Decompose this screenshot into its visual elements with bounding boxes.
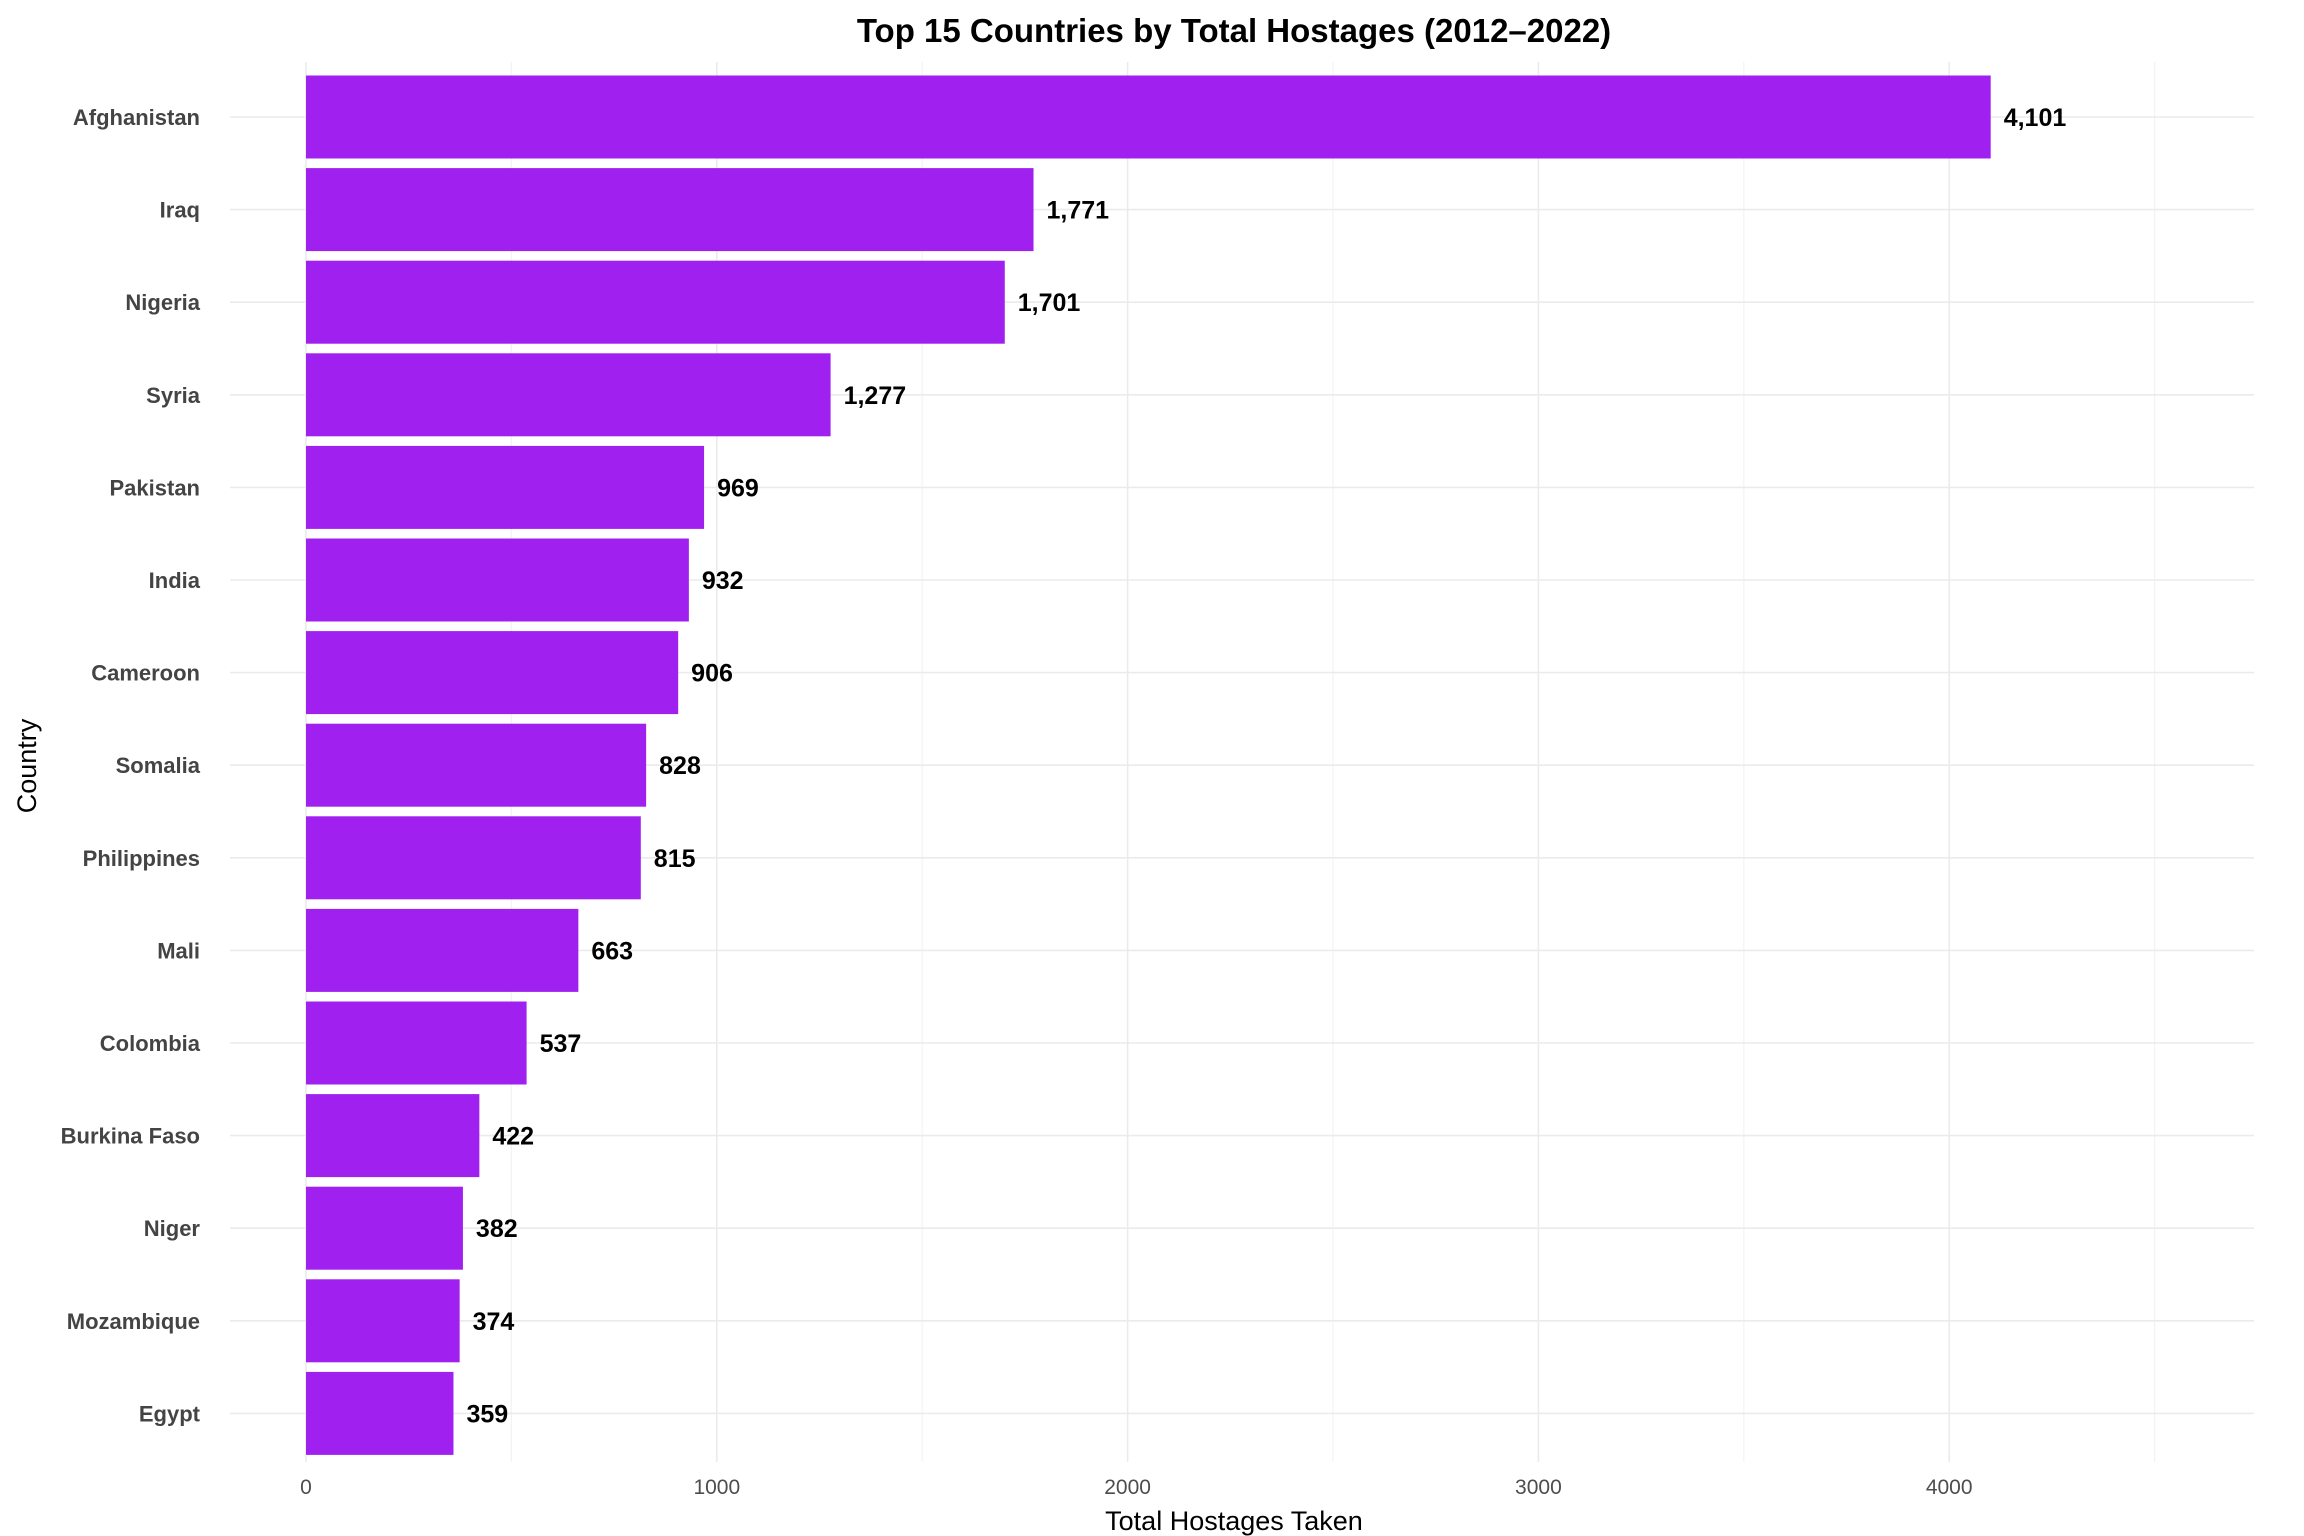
y-tick-label-somalia: Somalia [116, 753, 201, 778]
bar-cameroon [306, 631, 679, 715]
bar-india [306, 538, 689, 622]
bar-value-label: 4,101 [2004, 104, 2067, 132]
y-tick-label-india: India [149, 568, 201, 593]
y-tick-label-pakistan: Pakistan [110, 475, 201, 500]
y-tick-label-iraq: Iraq [160, 198, 200, 223]
bar-mali [306, 908, 579, 992]
bar-niger [306, 1186, 463, 1270]
y-tick-label-colombia: Colombia [100, 1031, 201, 1056]
y-axis-tick-labels: Afghanistan Iraq Nigeria Syria Pakistan India… [61, 105, 201, 1426]
x-tick-label: 3000 [1515, 1476, 1562, 1499]
bar-afghanistan [306, 75, 1991, 159]
bar-value-label: 382 [476, 1215, 518, 1243]
y-tick-label-mali: Mali [157, 938, 200, 963]
x-tick-label: 0 [300, 1476, 312, 1499]
bar-value-label: 906 [691, 660, 733, 688]
bar-egypt [306, 1371, 454, 1455]
bar-value-label: 1,277 [844, 382, 907, 410]
x-axis-title: Total Hostages Taken [1105, 1506, 1363, 1536]
bar-value-label: 374 [473, 1308, 515, 1336]
bar-value-label: 815 [654, 845, 696, 873]
y-axis-title: Country [12, 718, 42, 813]
y-tick-label-mozambique: Mozambique [67, 1309, 200, 1334]
bar-nigeria [306, 260, 1005, 344]
x-axis-tick-labels: 0 1000 2000 3000 4000 [300, 1476, 1972, 1499]
bar-value-label: 932 [702, 567, 744, 595]
bar-burkina-faso [306, 1094, 480, 1178]
x-tick-label: 2000 [1104, 1476, 1151, 1499]
bar-mozambique [306, 1279, 460, 1363]
bar-somalia [306, 723, 647, 807]
bar-value-label: 422 [492, 1123, 534, 1151]
bar-colombia [306, 1001, 527, 1085]
bar-value-label: 828 [659, 752, 701, 780]
bar-value-label: 969 [717, 474, 759, 502]
y-tick-label-niger: Niger [144, 1216, 201, 1241]
bar-value-label: 537 [540, 1030, 582, 1058]
bar-philippines [306, 816, 641, 900]
bar-value-label: 1,701 [1018, 289, 1081, 317]
y-tick-label-egypt: Egypt [139, 1401, 201, 1426]
bar-iraq [306, 168, 1034, 252]
y-tick-label-afghanistan: Afghanistan [73, 105, 200, 130]
y-tick-label-cameroon: Cameroon [91, 661, 200, 686]
bars [306, 75, 1991, 1455]
y-tick-label-nigeria: Nigeria [125, 290, 200, 315]
chart-title: Top 15 Countries by Total Hostages (2012… [857, 12, 1611, 49]
bar-value-label: 359 [466, 1400, 508, 1428]
bar-value-label: 663 [591, 937, 633, 965]
x-tick-label: 1000 [693, 1476, 740, 1499]
y-tick-label-philippines: Philippines [83, 846, 200, 871]
bar-value-labels: 4,101 1,771 1,701 1,277 969 932 906 828 815 663 53… [466, 104, 2066, 1428]
y-tick-label-syria: Syria [146, 383, 201, 408]
bar-value-label: 1,771 [1047, 197, 1110, 225]
x-tick-label: 4000 [1926, 1476, 1973, 1499]
y-tick-label-burkina-faso: Burkina Faso [61, 1124, 200, 1149]
bar-syria [306, 353, 831, 437]
bar-pakistan [306, 445, 705, 529]
